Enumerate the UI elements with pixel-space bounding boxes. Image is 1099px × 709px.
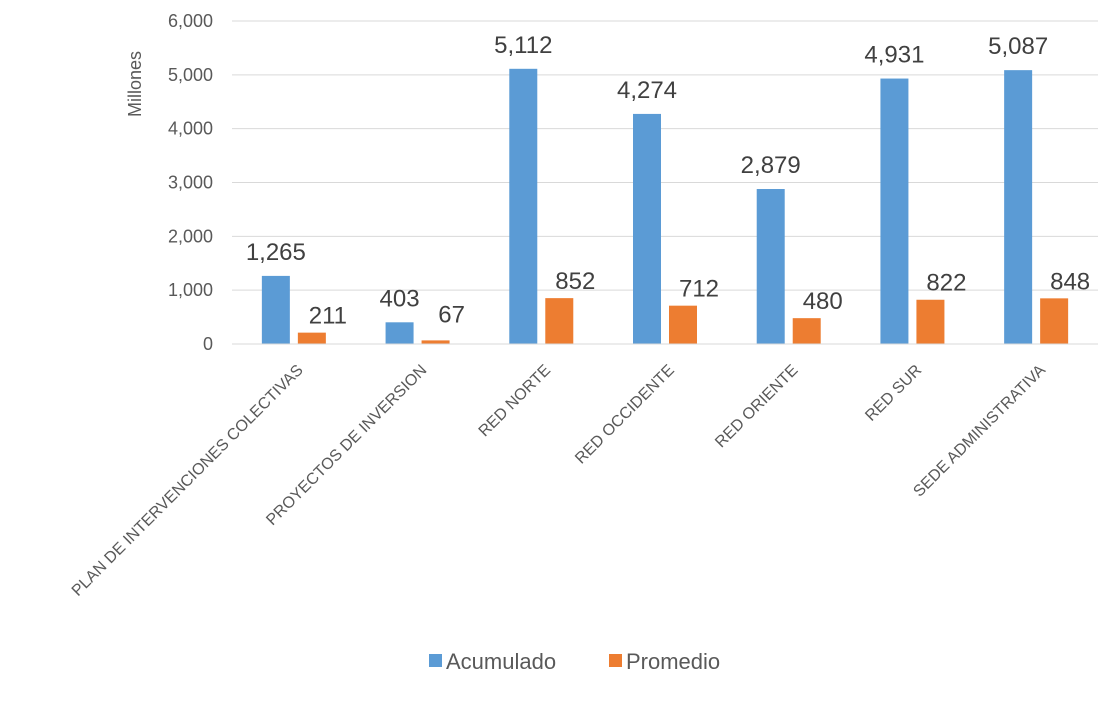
data-label-acumulado: 4,931 — [864, 42, 924, 69]
bar-promedio — [916, 299, 945, 344]
bar-acumulado — [385, 322, 414, 344]
bar-acumulado — [1004, 70, 1033, 344]
data-label-acumulado: 5,112 — [494, 32, 552, 59]
category-label: RED ORIENTE — [712, 362, 801, 451]
bar-acumulado — [509, 68, 538, 344]
bar-promedio — [421, 340, 450, 344]
data-label-promedio: 211 — [309, 303, 347, 330]
bar-promedio — [297, 332, 326, 344]
category-label: RED SUR — [862, 362, 925, 425]
legend-swatch-promedio — [609, 654, 622, 667]
category-label: PLAN DE INTERVENCIONES COLECTIVAS — [69, 362, 307, 600]
data-label-promedio: 67 — [438, 301, 465, 328]
data-label-acumulado: 403 — [380, 285, 420, 312]
data-label-promedio: 712 — [679, 276, 719, 303]
bar-acumulado — [261, 275, 290, 344]
legend: Acumulado Promedio — [429, 649, 720, 674]
legend-label-acumulado: Acumulado — [446, 649, 556, 674]
data-label-promedio: 480 — [803, 288, 843, 315]
bar-promedio — [545, 298, 574, 344]
y-tick-label: 6,000 — [168, 11, 213, 31]
data-label-acumulado: 2,879 — [741, 152, 801, 179]
data-labels: 1,265 211 403 67 5,112 852 4,274 712 2,879 480 4,9… — [246, 32, 1090, 330]
bar-acumulado — [880, 78, 909, 344]
bar-acumulado — [633, 113, 661, 344]
y-tick-label: 3,000 — [168, 173, 213, 193]
bars — [261, 68, 1069, 344]
bar-promedio — [792, 318, 821, 344]
data-label-acumulado: 5,087 — [988, 33, 1048, 60]
data-label-promedio: 822 — [926, 270, 966, 297]
data-label-acumulado: 1,265 — [246, 239, 306, 266]
category-label: RED OCCIDENTE — [572, 362, 678, 468]
y-tick-label: 5,000 — [168, 65, 213, 85]
legend-swatch-acumulado — [429, 654, 442, 667]
data-label-promedio: 852 — [555, 268, 595, 295]
bar-promedio — [1040, 298, 1069, 344]
y-tick-label: 2,000 — [168, 226, 213, 246]
y-tick-label: 4,000 — [168, 119, 213, 139]
y-tick-label: 1,000 — [168, 280, 213, 300]
y-tick-label: 0 — [203, 334, 213, 354]
bar-acumulado — [756, 189, 785, 344]
bar-promedio — [669, 305, 697, 344]
category-label: SEDE ADMINISTRATIVA — [910, 362, 1049, 501]
legend-label-promedio: Promedio — [626, 649, 720, 674]
y-axis-title: Millones — [125, 51, 145, 117]
data-label-promedio: 848 — [1050, 268, 1090, 295]
category-label: RED NORTE — [476, 362, 554, 440]
gridlines — [232, 20, 1098, 291]
data-label-acumulado: 4,274 — [617, 77, 677, 104]
